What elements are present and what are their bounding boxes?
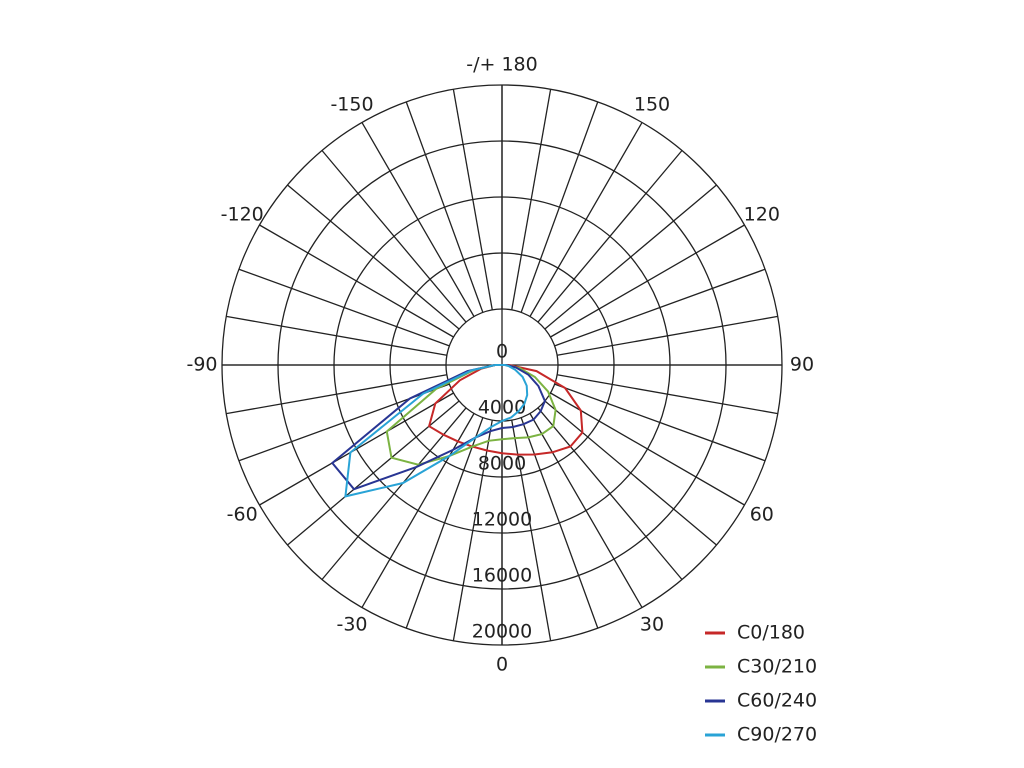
- theta-tick-label: 90: [790, 354, 814, 376]
- r-tick-label: 0: [496, 341, 508, 363]
- ring: [277, 140, 727, 590]
- theta-tick-label: -60: [227, 504, 258, 526]
- theta-tick-label: -150: [330, 94, 373, 116]
- theta-tick-label: -30: [336, 613, 367, 635]
- intensity-curve: [427, 364, 584, 456]
- intensity-curve: [344, 364, 529, 498]
- legend-label: C90/270: [737, 724, 817, 746]
- ring: [333, 196, 671, 534]
- ring: [389, 252, 615, 478]
- ring: [221, 84, 783, 646]
- legend-label: C60/240: [737, 690, 817, 712]
- theta-tick-label: -120: [221, 204, 264, 226]
- theta-tick-label: 120: [744, 204, 780, 226]
- r-tick-label: 4000: [478, 397, 526, 419]
- theta-tick-label: 0: [496, 654, 508, 676]
- r-tick-label: 20000: [472, 621, 532, 643]
- intensity-curve: [385, 364, 557, 466]
- theta-tick-label: -/+ 180: [466, 54, 537, 76]
- intensity-curve: [330, 364, 546, 491]
- r-tick-label: 8000: [478, 453, 526, 475]
- theta-tick-label: 30: [640, 613, 664, 635]
- theta-tick-label: 150: [634, 94, 670, 116]
- theta-tick-label: 60: [750, 504, 774, 526]
- theta-tick-label: -90: [186, 354, 217, 376]
- legend-label: C30/210: [737, 656, 817, 678]
- legend-label: C0/180: [737, 622, 805, 644]
- r-tick-label: 16000: [472, 565, 532, 587]
- r-tick-label: 12000: [472, 509, 532, 531]
